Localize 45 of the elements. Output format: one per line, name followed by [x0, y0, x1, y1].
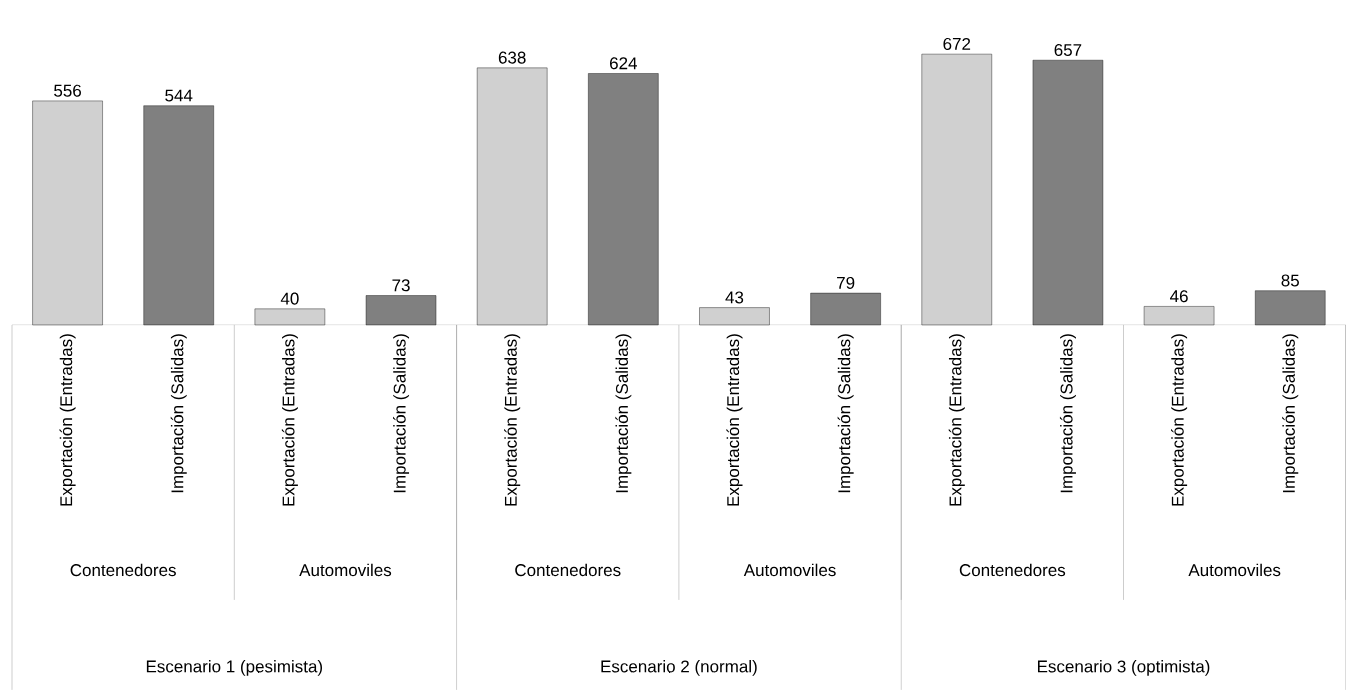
x-tick-label: Exportación (Entradas) [1171, 334, 1188, 506]
bar [365, 295, 437, 326]
bar [254, 308, 326, 326]
text: Contenedores [515, 563, 621, 577]
x-tick-label: Exportación (Entradas) [948, 334, 965, 506]
bar [1255, 290, 1326, 326]
text: Escenario 3 (optimista) [1038, 659, 1210, 676]
data-label: 657 [1054, 43, 1082, 56]
text: Contenedores [70, 563, 176, 577]
text: Automoviles [299, 563, 392, 577]
data-label: 40 [280, 292, 299, 305]
text: Escenario 1 (pesimista) [146, 659, 323, 676]
bar [810, 292, 881, 326]
x-tick-label: Importación (Salidas) [1059, 334, 1076, 493]
data-label: 73 [392, 279, 410, 292]
text: Escenario 2 (normal) [601, 659, 757, 676]
bar [32, 100, 103, 326]
text: Automoviles [1188, 563, 1281, 577]
bar [476, 67, 548, 326]
x-tick-label: Exportación (Entradas) [504, 334, 521, 506]
bar [1143, 306, 1215, 326]
bar [699, 307, 770, 326]
x-tick-label: Importación (Salidas) [615, 334, 632, 493]
data-label: 638 [498, 51, 526, 64]
bar [921, 53, 992, 326]
x-tick-label: Exportación (Entradas) [281, 334, 298, 506]
data-label: 85 [1281, 274, 1299, 287]
text: Automoviles [743, 563, 836, 577]
x-tick-label: Exportación (Entradas) [726, 334, 743, 506]
data-label: 43 [725, 291, 744, 304]
bar [1032, 59, 1104, 326]
bar [143, 105, 214, 326]
x-tick-label: Importación (Salidas) [837, 334, 854, 493]
x-tick-label: Exportación (Entradas) [59, 334, 76, 506]
x-tick-label: Importación (Salidas) [1282, 334, 1299, 493]
data-label: 46 [1170, 290, 1188, 303]
x-tick-label: Importación (Salidas) [393, 334, 410, 493]
data-label: 79 [837, 276, 855, 289]
text: Contenedores [959, 563, 1066, 577]
data-label: 672 [943, 37, 971, 50]
bar [588, 73, 659, 326]
x-tick-label: Importación (Salidas) [170, 334, 187, 493]
data-label: 556 [54, 84, 81, 97]
data-label: 544 [165, 89, 193, 102]
data-label: 624 [610, 57, 638, 70]
